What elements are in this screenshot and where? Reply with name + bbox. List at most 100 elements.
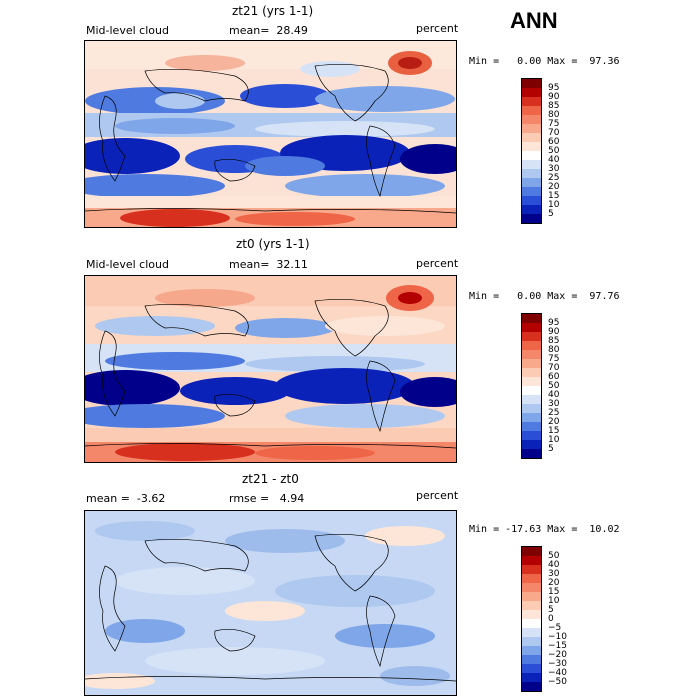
panel2-title: zt0 (yrs 1-1) (236, 237, 310, 251)
panel3-colorbar (521, 546, 542, 692)
colorbar-tick-label: 75 (548, 353, 560, 364)
colorbar-tick-label: 50 (548, 380, 560, 391)
colorbar-swatch (522, 628, 541, 637)
colorbar-tick-label: 60 (548, 371, 560, 382)
colorbar-tick-label: −20 (548, 649, 567, 660)
colorbar-swatch (522, 664, 541, 673)
colorbar-tick-label: −40 (548, 667, 567, 678)
colorbar-tick-label: 80 (548, 109, 560, 120)
colorbar-tick-label: 10 (548, 595, 560, 606)
colorbar-tick-label: 40 (548, 559, 560, 570)
panel2-units-label: percent (416, 257, 459, 270)
colorbar-tick-label: 5 (548, 208, 554, 219)
panel1-minmax: Min = 0.00 Max = 97.36 (469, 56, 620, 67)
colorbar-tick-label: 85 (548, 100, 560, 111)
colorbar-tick-label: 70 (548, 362, 560, 373)
panel1-mean-label: mean= 28.49 (229, 24, 308, 37)
colorbar-swatch (522, 574, 541, 583)
colorbar-swatch (522, 592, 541, 601)
colorbar-swatch (522, 601, 541, 610)
colorbar-swatch (522, 359, 541, 368)
colorbar-swatch (522, 106, 541, 115)
colorbar-tick-label: 15 (548, 586, 560, 597)
colorbar-swatch (522, 368, 541, 377)
colorbar-tick-label: 60 (548, 136, 560, 147)
colorbar-tick-label: 20 (548, 577, 560, 588)
colorbar-swatch (522, 449, 541, 458)
colorbar-swatch (522, 196, 541, 205)
colorbar-tick-label: 15 (548, 425, 560, 436)
colorbar-tick-label: 40 (548, 389, 560, 400)
panel2-colorbar (521, 313, 542, 459)
colorbar-swatch (522, 205, 541, 214)
colorbar-tick-label: 75 (548, 118, 560, 129)
colorbar-swatch (522, 422, 541, 431)
colorbar-swatch (522, 655, 541, 664)
colorbar-swatch (522, 332, 541, 341)
colorbar-tick-label: 20 (548, 416, 560, 427)
panel1-title: zt21 (yrs 1-1) (232, 4, 314, 18)
colorbar-swatch (522, 115, 541, 124)
colorbar-tick-label: 95 (548, 317, 560, 328)
colorbar-swatch (522, 314, 541, 323)
colorbar-swatch (522, 386, 541, 395)
colorbar-swatch (522, 646, 541, 655)
panel3-rmse-label: rmse = 4.94 (229, 492, 305, 505)
colorbar-swatch (522, 151, 541, 160)
colorbar-swatch (522, 323, 541, 332)
colorbar-tick-label: 5 (548, 604, 554, 615)
colorbar-tick-label: 85 (548, 335, 560, 346)
colorbar-tick-label: 20 (548, 181, 560, 192)
colorbar-swatch (522, 97, 541, 106)
colorbar-tick-label: −10 (548, 631, 567, 642)
panel1-field-label: Mid-level cloud (86, 24, 169, 37)
colorbar-swatch (522, 160, 541, 169)
colorbar-tick-label: 15 (548, 190, 560, 201)
colorbar-swatch (522, 395, 541, 404)
colorbar-swatch (522, 178, 541, 187)
colorbar-swatch (522, 610, 541, 619)
panel1-units-label: percent (416, 22, 459, 35)
colorbar-swatch (522, 431, 541, 440)
colorbar-swatch (522, 133, 541, 142)
colorbar-swatch (522, 377, 541, 386)
colorbar-swatch (522, 673, 541, 682)
colorbar-swatch (522, 440, 541, 449)
colorbar-swatch (522, 682, 541, 691)
panel1-colorbar (521, 78, 542, 224)
colorbar-swatch (522, 341, 541, 350)
season-label: ANN (510, 8, 558, 33)
colorbar-tick-label: −50 (548, 676, 567, 687)
colorbar-swatch (522, 350, 541, 359)
colorbar-swatch (522, 79, 541, 88)
colorbar-tick-label: 30 (548, 163, 560, 174)
colorbar-swatch (522, 169, 541, 178)
colorbar-swatch (522, 124, 541, 133)
colorbar-tick-label: 90 (548, 91, 560, 102)
panel2-minmax: Min = 0.00 Max = 97.76 (469, 291, 620, 302)
colorbar-swatch (522, 583, 541, 592)
colorbar-tick-label: 10 (548, 434, 560, 445)
colorbar-swatch (522, 556, 541, 565)
panel3-mean-label: mean = -3.62 (86, 492, 166, 505)
panel3-minmax: Min = -17.63 Max = 10.02 (469, 524, 620, 535)
colorbar-swatch (522, 565, 541, 574)
colorbar-swatch (522, 404, 541, 413)
panel3-units-label: percent (416, 489, 459, 502)
colorbar-swatch (522, 142, 541, 151)
colorbar-tick-label: 25 (548, 407, 560, 418)
colorbar-tick-label: 10 (548, 199, 560, 210)
panel2-map (84, 275, 457, 463)
colorbar-swatch (522, 88, 541, 97)
colorbar-tick-label: 30 (548, 398, 560, 409)
colorbar-tick-label: 0 (548, 613, 554, 624)
colorbar-tick-label: 80 (548, 344, 560, 355)
colorbar-tick-label: 50 (548, 145, 560, 156)
colorbar-tick-label: −5 (548, 622, 562, 633)
colorbar-swatch (522, 547, 541, 556)
colorbar-tick-label: 30 (548, 568, 560, 579)
colorbar-swatch (522, 413, 541, 422)
colorbar-swatch (522, 187, 541, 196)
colorbar-tick-label: −30 (548, 658, 567, 669)
colorbar-tick-label: −15 (548, 640, 567, 651)
